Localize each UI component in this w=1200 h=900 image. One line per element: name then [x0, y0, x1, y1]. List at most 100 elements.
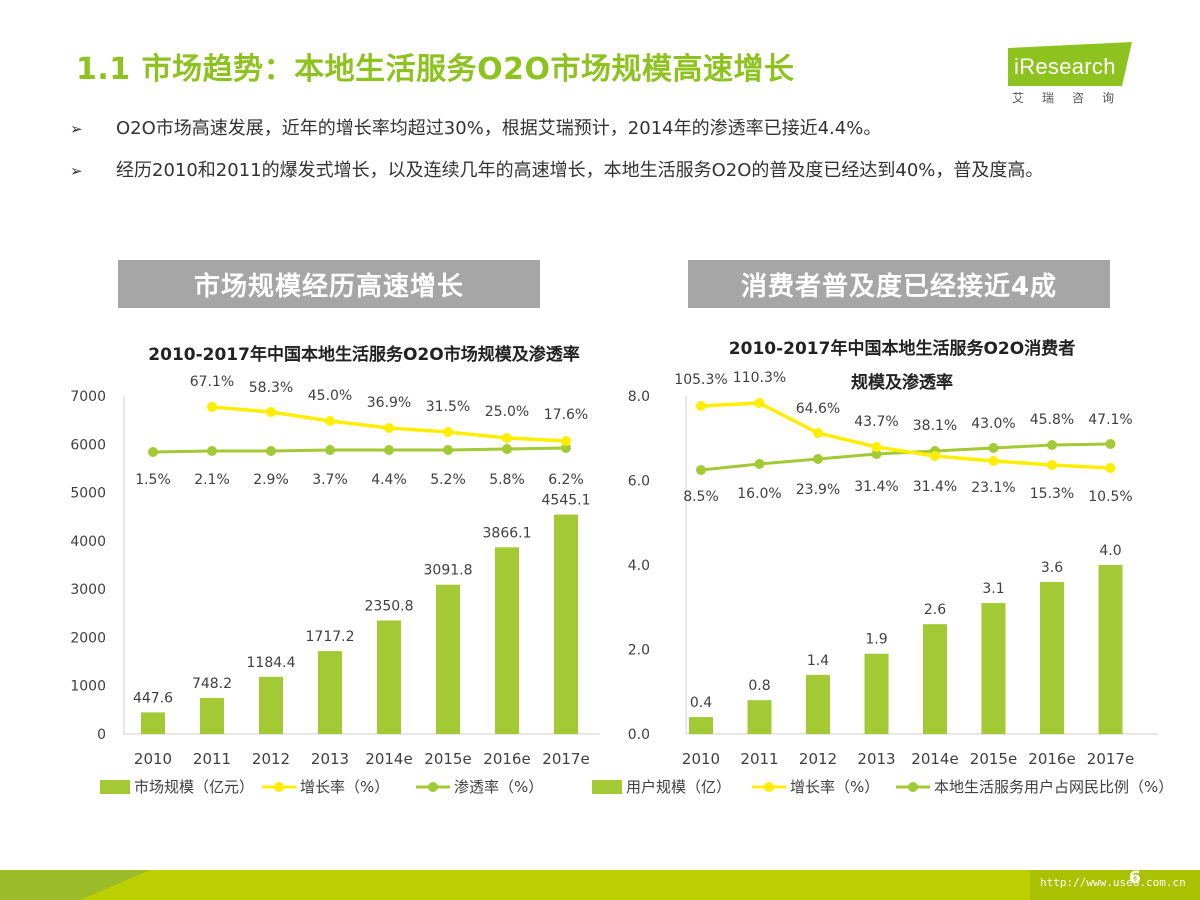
penetration-label: 6.2%	[548, 472, 584, 488]
penetration-point	[266, 446, 276, 456]
legend-marker	[908, 782, 918, 792]
bullet-list: ➢ O2O市场高速发展，近年的增长率均超过30%，根据艾瑞预计，2014年的渗透…	[70, 108, 1140, 192]
penetration-point	[502, 444, 512, 454]
chart-title: 2010-2017年中国本地生活服务O2O市场规模及渗透率	[148, 344, 579, 365]
penetration-label: 4.4%	[371, 472, 407, 488]
growth-point	[988, 456, 999, 466]
growth-label: 25.0%	[485, 404, 529, 420]
chart-title-line: 规模及渗透率	[851, 372, 953, 393]
growth-point	[1047, 460, 1057, 470]
x-tick-label: 2016e	[483, 750, 530, 768]
y-tick-label: 7000	[70, 389, 106, 405]
charts-area: 2010-2017年中国本地生活服务O2O市场规模及渗透率 0 1000 2000 30…	[70, 338, 1173, 796]
growth-label: 43.0%	[971, 416, 1015, 432]
legend-swatch	[592, 780, 622, 794]
bullet-item: ➢ 经历2010和2011的爆发式增长，以及连续几年的高速增长，本地生活服务O2…	[70, 150, 1140, 192]
growth-label: 47.1%	[1088, 412, 1132, 428]
bar	[864, 653, 889, 734]
y-tick-label: 3000	[70, 582, 106, 598]
growth-label: 58.3%	[249, 380, 293, 396]
bullet-item: ➢ O2O市场高速发展，近年的增长率均超过30%，根据艾瑞预计，2014年的渗透…	[70, 108, 1140, 150]
section-banner-market: 市场规模经历高速增长	[118, 260, 540, 308]
footer-band	[0, 870, 1200, 900]
legend-label: 本地生活服务用户占网民比例（%）	[934, 778, 1173, 796]
penetration-label: 2.1%	[194, 472, 230, 488]
penetration-label: 31.4%	[854, 479, 898, 495]
penetration-point	[148, 447, 158, 457]
arrow-bullet-icon: ➢	[70, 120, 83, 138]
x-tick-label: 2014e	[365, 750, 412, 768]
growth-point	[871, 442, 882, 452]
bar	[377, 620, 401, 734]
x-tick-label: 2010	[134, 750, 172, 768]
growth-label: 43.7%	[854, 414, 898, 430]
bar	[806, 674, 830, 734]
penetration-label: 23.1%	[971, 480, 1015, 496]
penetration-point	[754, 459, 765, 469]
x-tick-label: 2010	[682, 750, 720, 768]
growth-point	[443, 427, 453, 437]
growth-point	[207, 402, 217, 412]
y-tick-label: 8.0	[628, 389, 650, 405]
bar-value-label: 0.4	[690, 695, 712, 711]
growth-label: 45.0%	[308, 388, 352, 404]
bar	[689, 717, 713, 734]
growth-label: 36.9%	[367, 395, 411, 411]
bar	[747, 700, 772, 734]
y-tick-label: 5000	[70, 486, 106, 502]
bar-value-label: 1184.4	[247, 655, 296, 671]
penetration-point	[207, 446, 217, 456]
bar-value-label: 4545.1	[542, 493, 591, 509]
penetration-point	[384, 445, 394, 455]
bar-value-label: 748.2	[192, 676, 232, 692]
penetration-point	[871, 449, 882, 459]
growth-line	[700, 401, 1111, 470]
logo-badge	[1008, 42, 1132, 86]
growth-point	[502, 433, 512, 443]
bar-value-label: 3091.8	[424, 563, 473, 579]
growth-point	[266, 407, 276, 417]
chart-title-line: 2010-2017年中国本地生活服务O2O消费者	[729, 338, 1075, 359]
growth-point	[930, 451, 940, 461]
penetration-point	[988, 443, 999, 453]
penetration-label: 5.8%	[489, 472, 525, 488]
y-tick-label: 2000	[70, 630, 106, 646]
penetration-line	[152, 446, 567, 454]
logo-subtitle: 艾瑞咨询	[1012, 91, 1133, 105]
penetration-label: 3.7%	[312, 472, 348, 488]
x-tick-label: 2013	[311, 750, 349, 768]
bar-value-label: 0.8	[748, 678, 770, 694]
bar-value-label: 447.6	[133, 690, 173, 706]
iresearch-logo: iResearch 艾瑞咨询	[1006, 40, 1146, 110]
bar-value-label: 2350.8	[365, 598, 414, 614]
penetration-label: 8.5%	[683, 489, 719, 505]
penetration-label: 23.9%	[796, 482, 840, 498]
growth-point	[1105, 463, 1116, 473]
growth-point	[384, 423, 394, 433]
legend-label: 增长率（%）	[300, 778, 389, 796]
penetration-label: 16.0%	[737, 486, 781, 502]
bar	[554, 514, 578, 734]
x-tick-label: 2014e	[911, 750, 958, 768]
growth-point	[813, 428, 823, 438]
page-title: 1.1 市场趋势：本地生活服务O2O市场规模高速增长	[76, 52, 795, 87]
page-number: 6	[1129, 868, 1141, 888]
y-tick-label: 6.0	[628, 474, 650, 490]
x-tick-label: 2012	[799, 750, 837, 768]
x-tick-label: 2015e	[424, 750, 471, 768]
bar-value-label: 3866.1	[483, 525, 532, 541]
penetration-point	[813, 454, 823, 464]
x-tick-label: 2017e	[1087, 750, 1134, 768]
growth-label: 110.3%	[733, 370, 786, 386]
growth-point	[561, 436, 571, 446]
legend-swatch	[100, 780, 130, 794]
legend-label: 用户规模（亿）	[626, 778, 731, 796]
x-tick-label: 2015e	[970, 750, 1017, 768]
legend-label: 渗透率（%）	[454, 778, 543, 796]
bar	[318, 651, 342, 734]
section-banner-consumers: 消费者普及度已经接近4成	[688, 260, 1110, 308]
growth-label: 31.5%	[426, 399, 470, 415]
footer-url[interactable]: http://www.use6.com.cn	[1040, 876, 1186, 889]
y-tick-label: 2.0	[628, 643, 650, 659]
x-tick-label: 2011	[193, 750, 231, 768]
